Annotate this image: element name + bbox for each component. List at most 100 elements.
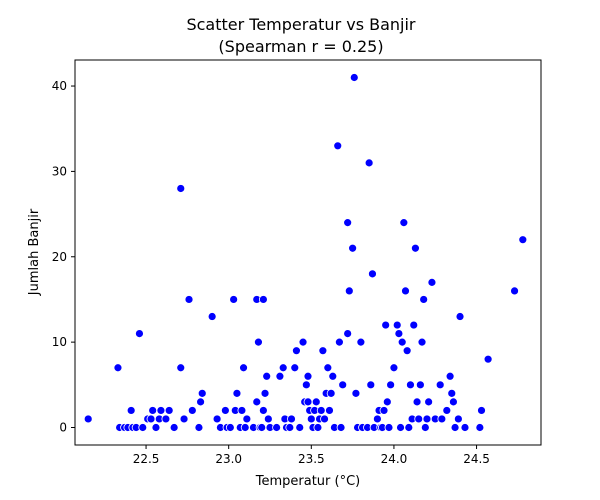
data-point [303,397,313,407]
data-point [194,423,204,432]
data-point [510,286,519,296]
data-point [475,423,485,432]
data-point [176,184,186,193]
data-point [311,397,321,407]
data-point [420,423,430,432]
data-point [301,380,311,390]
data-point [303,371,313,381]
data-point [455,312,465,321]
data-point [411,243,420,253]
data-point [419,295,429,304]
data-point [447,388,457,398]
data-point [389,363,399,373]
y-tick-label: 40 [52,79,67,93]
data-point [382,397,392,407]
x-tick-label: 23.5 [298,452,325,466]
data-point [126,406,136,415]
data-point [138,423,148,432]
y-tick-label: 20 [52,250,67,264]
data-point [397,337,407,347]
y-axis-label: Jumlah Banjir [27,208,42,296]
data-point [351,388,361,398]
data-point [437,414,447,424]
data-point [287,414,296,424]
data-point [306,414,316,424]
data-point [442,406,452,415]
data-point [146,414,156,424]
x-axis-label: Temperatur (°C) [255,474,361,489]
data-point [326,388,336,398]
x-tick-label: 24.0 [381,452,408,466]
data-point [424,397,434,407]
data-point [356,337,366,347]
x-tick-label: 23.0 [215,452,242,466]
data-point [237,406,247,415]
plot-frame [74,59,542,446]
data-point [386,380,396,390]
data-point [240,423,250,432]
data-point [402,346,412,356]
data-point [336,423,346,432]
data-point [349,73,359,82]
data-point [320,414,329,424]
data-point [406,380,415,390]
data-point [285,423,295,432]
data-point [368,269,377,279]
data-point [290,363,300,373]
data-point [176,363,186,373]
data-point [323,363,333,373]
y-axis-ticks: 0 10 20 30 40 [52,79,75,435]
data-point [415,380,425,390]
data-point [328,371,338,381]
data-point [135,329,144,339]
data-point [379,406,389,415]
x-axis-ticks: 22.5 23.0 23.5 24.0 24.5 [133,445,490,466]
data-point [258,406,268,415]
x-tick-label: 22.5 [133,452,160,466]
data-point [414,414,424,424]
data-point [187,406,197,415]
data-point [325,406,334,415]
data-point [257,423,267,432]
data-point [156,406,166,415]
data-point [225,423,235,432]
data-point [343,329,353,339]
data-point [316,406,326,415]
data-point [272,423,282,432]
data-point [197,388,207,398]
data-point [295,423,305,432]
data-point [239,363,248,373]
data-point [184,295,194,304]
x-tick-label: 24.5 [463,452,490,466]
data-point [364,158,374,168]
data-point [445,371,455,381]
data-point [196,397,205,407]
data-point [161,414,171,424]
data-point [518,235,528,245]
y-tick-label: 10 [52,335,67,349]
data-point [450,423,460,432]
data-point [404,423,414,432]
data-point [483,354,493,364]
data-point [254,337,263,347]
data-point [449,397,458,407]
data-point [417,337,427,347]
data-point [409,320,419,330]
data-point [392,320,402,330]
data-point [453,414,463,424]
data-point [263,414,273,424]
data-point [252,397,262,407]
data-point [258,295,268,304]
data-point [83,414,93,424]
data-point [343,218,353,228]
data-point [298,337,308,347]
y-tick-label: 0 [59,421,67,435]
data-point [113,363,123,373]
chart-subtitle: (Spearman r = 0.25) [218,37,383,56]
chart-title: Scatter Temperatur vs Banjir [186,15,415,34]
y-tick-label: 30 [52,164,67,178]
data-point [427,277,437,287]
data-point [275,371,285,381]
data-point [422,414,432,424]
